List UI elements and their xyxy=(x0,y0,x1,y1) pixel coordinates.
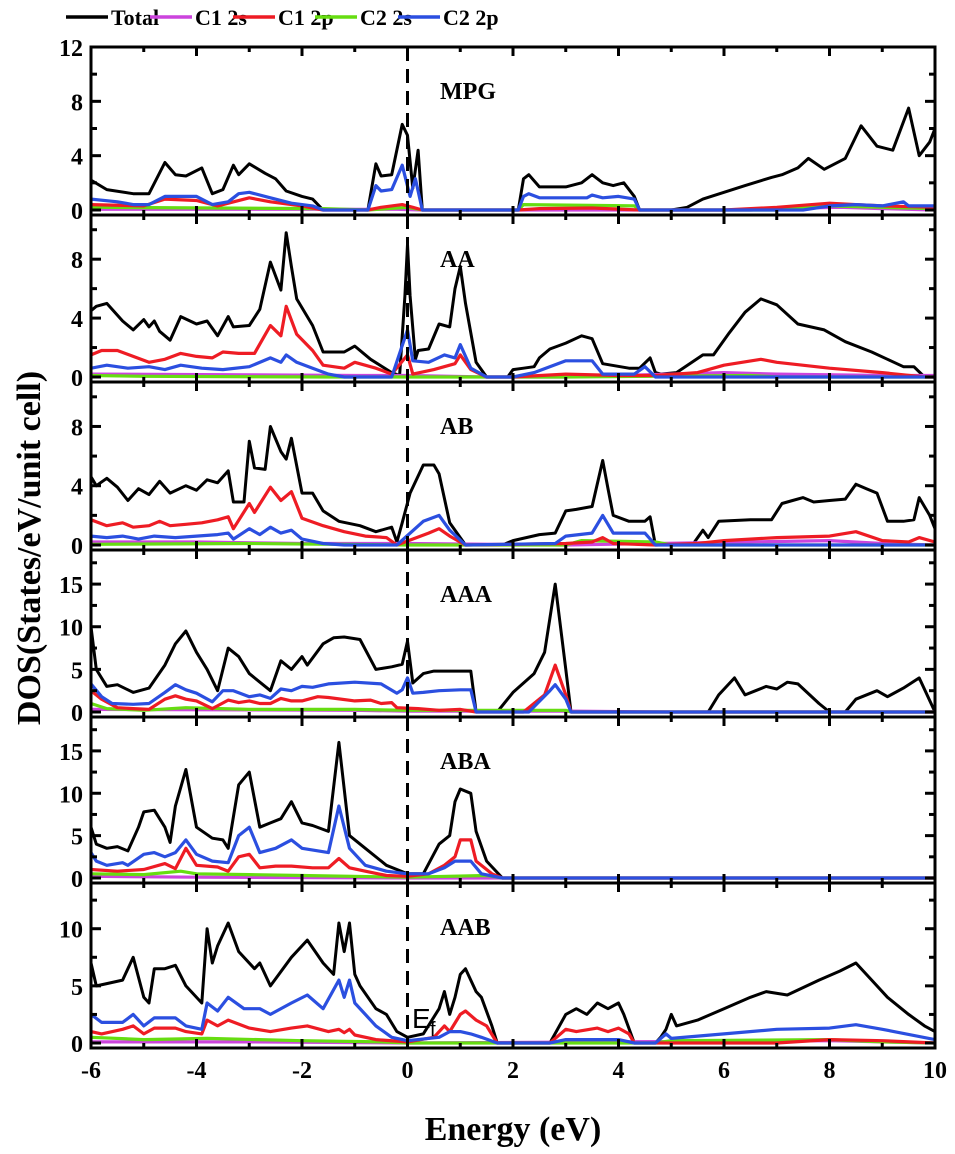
y-tick-label: 12 xyxy=(59,36,83,62)
panel-frame xyxy=(89,380,937,552)
x-tick-label: 4 xyxy=(613,1058,625,1084)
x-tick-label: -2 xyxy=(292,1058,312,1084)
series-line-aa-total xyxy=(91,231,935,379)
y-tick-label: 10 xyxy=(59,918,83,944)
x-axis-title: Energy (eV) xyxy=(425,1111,602,1148)
y-tick-label: 0 xyxy=(71,867,83,893)
series-group xyxy=(91,582,935,714)
panel-label: ABA xyxy=(440,749,491,775)
series-line-aaa-total xyxy=(91,582,935,714)
series-line-mpg-c2-2p xyxy=(91,163,935,212)
series-line-ab-c2-2p xyxy=(91,513,935,547)
panel-aab: 0 5 10 AAB xyxy=(59,881,937,1058)
x-tick-label: -6 xyxy=(81,1058,101,1084)
y-tick-label: 15 xyxy=(59,573,83,599)
panel-aba: 0 5 10 15 ABA xyxy=(59,715,937,893)
panel-label: AAA xyxy=(440,582,493,608)
legend: Total C1 2s C1 2p C2 2s C2 2p xyxy=(66,5,499,30)
y-tick-label: 4 xyxy=(71,475,83,501)
panel-frame xyxy=(89,881,937,1050)
series-group xyxy=(91,740,935,880)
panel-frame xyxy=(89,213,937,384)
series-line-ab-c1-2p xyxy=(91,485,935,547)
series-line-aba-total xyxy=(91,740,935,880)
x-tick-label: 8 xyxy=(824,1058,836,1084)
series-line-aaa-c2-2p xyxy=(91,676,935,714)
panel-aaa: 0 5 10 15 AAA xyxy=(59,548,937,727)
panel-label: MPG xyxy=(440,79,496,105)
series-group xyxy=(91,425,935,547)
x-tick-label: 0 xyxy=(402,1058,414,1084)
panel-frame xyxy=(89,715,937,885)
y-tick-label: 8 xyxy=(71,415,83,441)
y-tick-label: 0 xyxy=(71,701,83,727)
y-tick-label: 5 xyxy=(71,975,83,1001)
x-tick-label: -4 xyxy=(187,1058,207,1084)
fermi-level-subscript: f xyxy=(430,1019,436,1041)
panel-label: AA xyxy=(440,247,475,273)
legend-entry-c1-2s: C1 2s xyxy=(150,5,247,30)
y-tick-label: 8 xyxy=(71,90,83,116)
y-tick-label: 4 xyxy=(71,307,83,333)
series-line-aba-c1-2p xyxy=(91,838,935,880)
series-group xyxy=(91,921,935,1045)
series-line-ab-total xyxy=(91,425,935,547)
y-tick-label: 4 xyxy=(71,145,83,171)
fermi-level-label: E xyxy=(412,1003,431,1034)
panel-aa: 0 4 8 AA xyxy=(71,213,937,392)
legend-entry-total: Total xyxy=(66,5,159,30)
series-group xyxy=(91,106,935,212)
series-line-mpg-total xyxy=(91,106,935,212)
legend-entry-c2-2p: C2 2p xyxy=(398,5,499,30)
series-line-aa-c1-2p xyxy=(91,304,935,379)
legend-label-c2-2p: C2 2p xyxy=(443,5,499,30)
y-tick-label: 0 xyxy=(71,534,83,560)
panel-ab: 0 4 8 AB xyxy=(71,380,937,560)
series-line-aab-c1-2p xyxy=(91,1009,935,1045)
series-group xyxy=(91,231,935,379)
y-tick-label: 5 xyxy=(71,825,83,851)
x-tick-label: 10 xyxy=(923,1058,947,1084)
y-axis-title: DOS(States/eV/unit cell) xyxy=(11,371,48,725)
y-tick-label: 0 xyxy=(71,366,83,392)
y-tick-label: 10 xyxy=(59,616,83,642)
series-line-aab-c2-2p xyxy=(91,978,935,1045)
panel-label: AB xyxy=(440,414,473,440)
series-line-aba-c2-2p xyxy=(91,804,935,880)
x-axis: -6 -4 -2 0 2 4 6 8 10 E f xyxy=(81,1003,947,1084)
y-tick-label: 10 xyxy=(59,782,83,808)
y-tick-label: 0 xyxy=(71,199,83,225)
panels: 0 4 8 12 MPG 0 4 8 AA 0 4 8 AB 0 5 10 15 AAA 0 5 10 15 ABA 0 5 10… xyxy=(59,36,937,1058)
panel-label: AAB xyxy=(440,915,491,941)
y-tick-label: 8 xyxy=(71,248,83,274)
x-tick-label: 6 xyxy=(718,1058,730,1084)
x-tick-label: 2 xyxy=(507,1058,519,1084)
series-line-aab-total xyxy=(91,921,935,1045)
y-tick-label: 15 xyxy=(59,740,83,766)
panel-frame xyxy=(89,45,937,217)
y-tick-label: 0 xyxy=(71,1032,83,1058)
y-tick-label: 5 xyxy=(71,658,83,684)
series-line-aa-c2-2p xyxy=(91,328,935,379)
panel-mpg: 0 4 8 12 MPG xyxy=(59,36,937,225)
